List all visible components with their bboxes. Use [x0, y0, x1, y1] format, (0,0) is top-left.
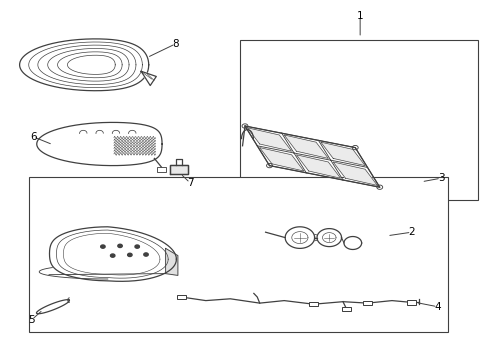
Circle shape — [144, 253, 148, 256]
Bar — [363, 301, 372, 305]
Circle shape — [118, 244, 122, 248]
Polygon shape — [284, 135, 328, 158]
Text: 8: 8 — [172, 39, 179, 49]
Text: 3: 3 — [438, 173, 444, 183]
Polygon shape — [166, 248, 178, 275]
Text: 4: 4 — [434, 302, 441, 312]
Polygon shape — [37, 122, 162, 166]
Polygon shape — [285, 227, 315, 248]
Text: 2: 2 — [408, 227, 415, 237]
Polygon shape — [296, 155, 341, 178]
Polygon shape — [321, 142, 365, 166]
Polygon shape — [141, 71, 156, 86]
Polygon shape — [317, 229, 342, 247]
Bar — [177, 295, 186, 299]
Bar — [309, 302, 318, 306]
Polygon shape — [49, 227, 176, 281]
Circle shape — [101, 245, 105, 248]
Circle shape — [127, 253, 132, 256]
Polygon shape — [247, 128, 292, 151]
Polygon shape — [260, 148, 304, 171]
Circle shape — [111, 254, 115, 257]
Bar — [342, 307, 351, 311]
Text: 5: 5 — [28, 315, 35, 325]
Polygon shape — [36, 300, 70, 314]
Bar — [29, 177, 448, 332]
Polygon shape — [170, 165, 188, 174]
Polygon shape — [344, 237, 362, 249]
Circle shape — [135, 245, 140, 248]
Bar — [240, 40, 478, 200]
Bar — [170, 165, 188, 174]
Text: 1: 1 — [357, 11, 364, 21]
Polygon shape — [333, 162, 377, 185]
Bar — [157, 167, 166, 172]
Text: 7: 7 — [187, 178, 194, 188]
Bar — [407, 300, 416, 305]
Polygon shape — [20, 39, 149, 91]
Text: 6: 6 — [30, 132, 37, 142]
